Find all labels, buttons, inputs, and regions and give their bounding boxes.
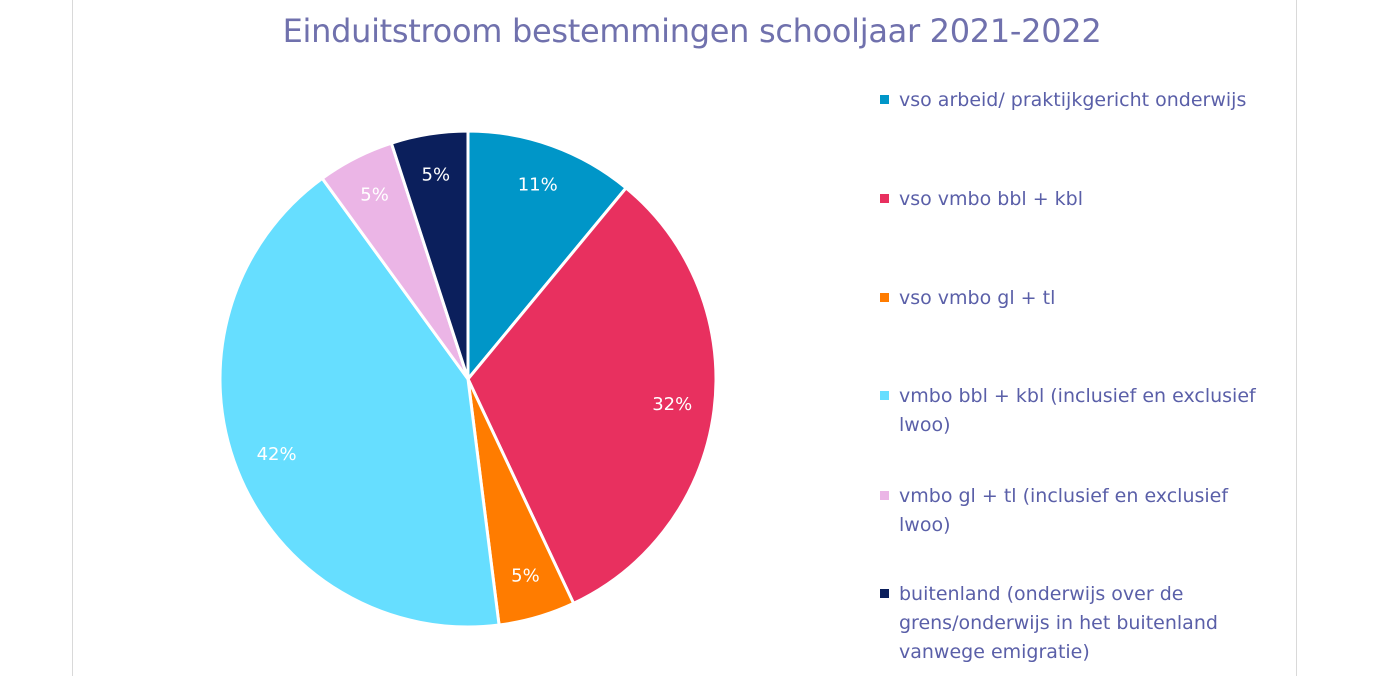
legend-item-vso-vmbo-gl-tl: vso vmbo gl + tl [880,284,1290,313]
legend-swatch [880,589,889,598]
slice-data-label: 5% [422,165,451,186]
slice-data-label: 5% [360,185,389,206]
legend-item-vso-vmbo-bbl-kbl: vso vmbo bbl + kbl [880,185,1290,214]
legend-label: vmbo bbl + kbl (inclusief en exclusief l… [899,385,1256,436]
legend-item-vso-arbeid: vso arbeid/ praktijkgericht onderwijs [880,86,1290,115]
slice-data-label: 5% [511,566,540,587]
legend-item-vmbo-bbl-kbl: vmbo bbl + kbl (inclusief en exclusief l… [880,382,1290,440]
legend-label: vso vmbo gl + tl [899,287,1056,309]
legend-swatch [880,194,889,203]
slice-data-label: 32% [652,394,692,415]
slice-data-label: 11% [518,174,558,195]
legend-item-vmbo-gl-tl: vmbo gl + tl (inclusief en exclusief lwo… [880,482,1290,540]
legend-label: buitenland (onderwijs over de grens/onde… [899,583,1218,663]
legend-swatch [880,95,889,104]
legend-swatch [880,293,889,302]
pie-slice [218,176,501,629]
chart-frame-right-border [1296,0,1297,676]
legend-label: vmbo gl + tl (inclusief en exclusief lwo… [899,485,1229,536]
legend-swatch [880,391,889,400]
legend-item-buitenland: buitenland (onderwijs over de grens/onde… [880,580,1290,667]
legend-label: vso arbeid/ praktijkgericht onderwijs [899,89,1247,111]
pie-slice [466,185,718,606]
legend-swatch [880,491,889,500]
chart-title: Einduitstroom bestemmingen schooljaar 20… [282,12,1102,50]
slice-data-label: 42% [257,444,297,465]
pie-slice [389,129,470,380]
chart-frame-left-border [72,0,73,676]
legend-label: vso vmbo bbl + kbl [899,188,1084,210]
pie-slice [466,129,629,384]
